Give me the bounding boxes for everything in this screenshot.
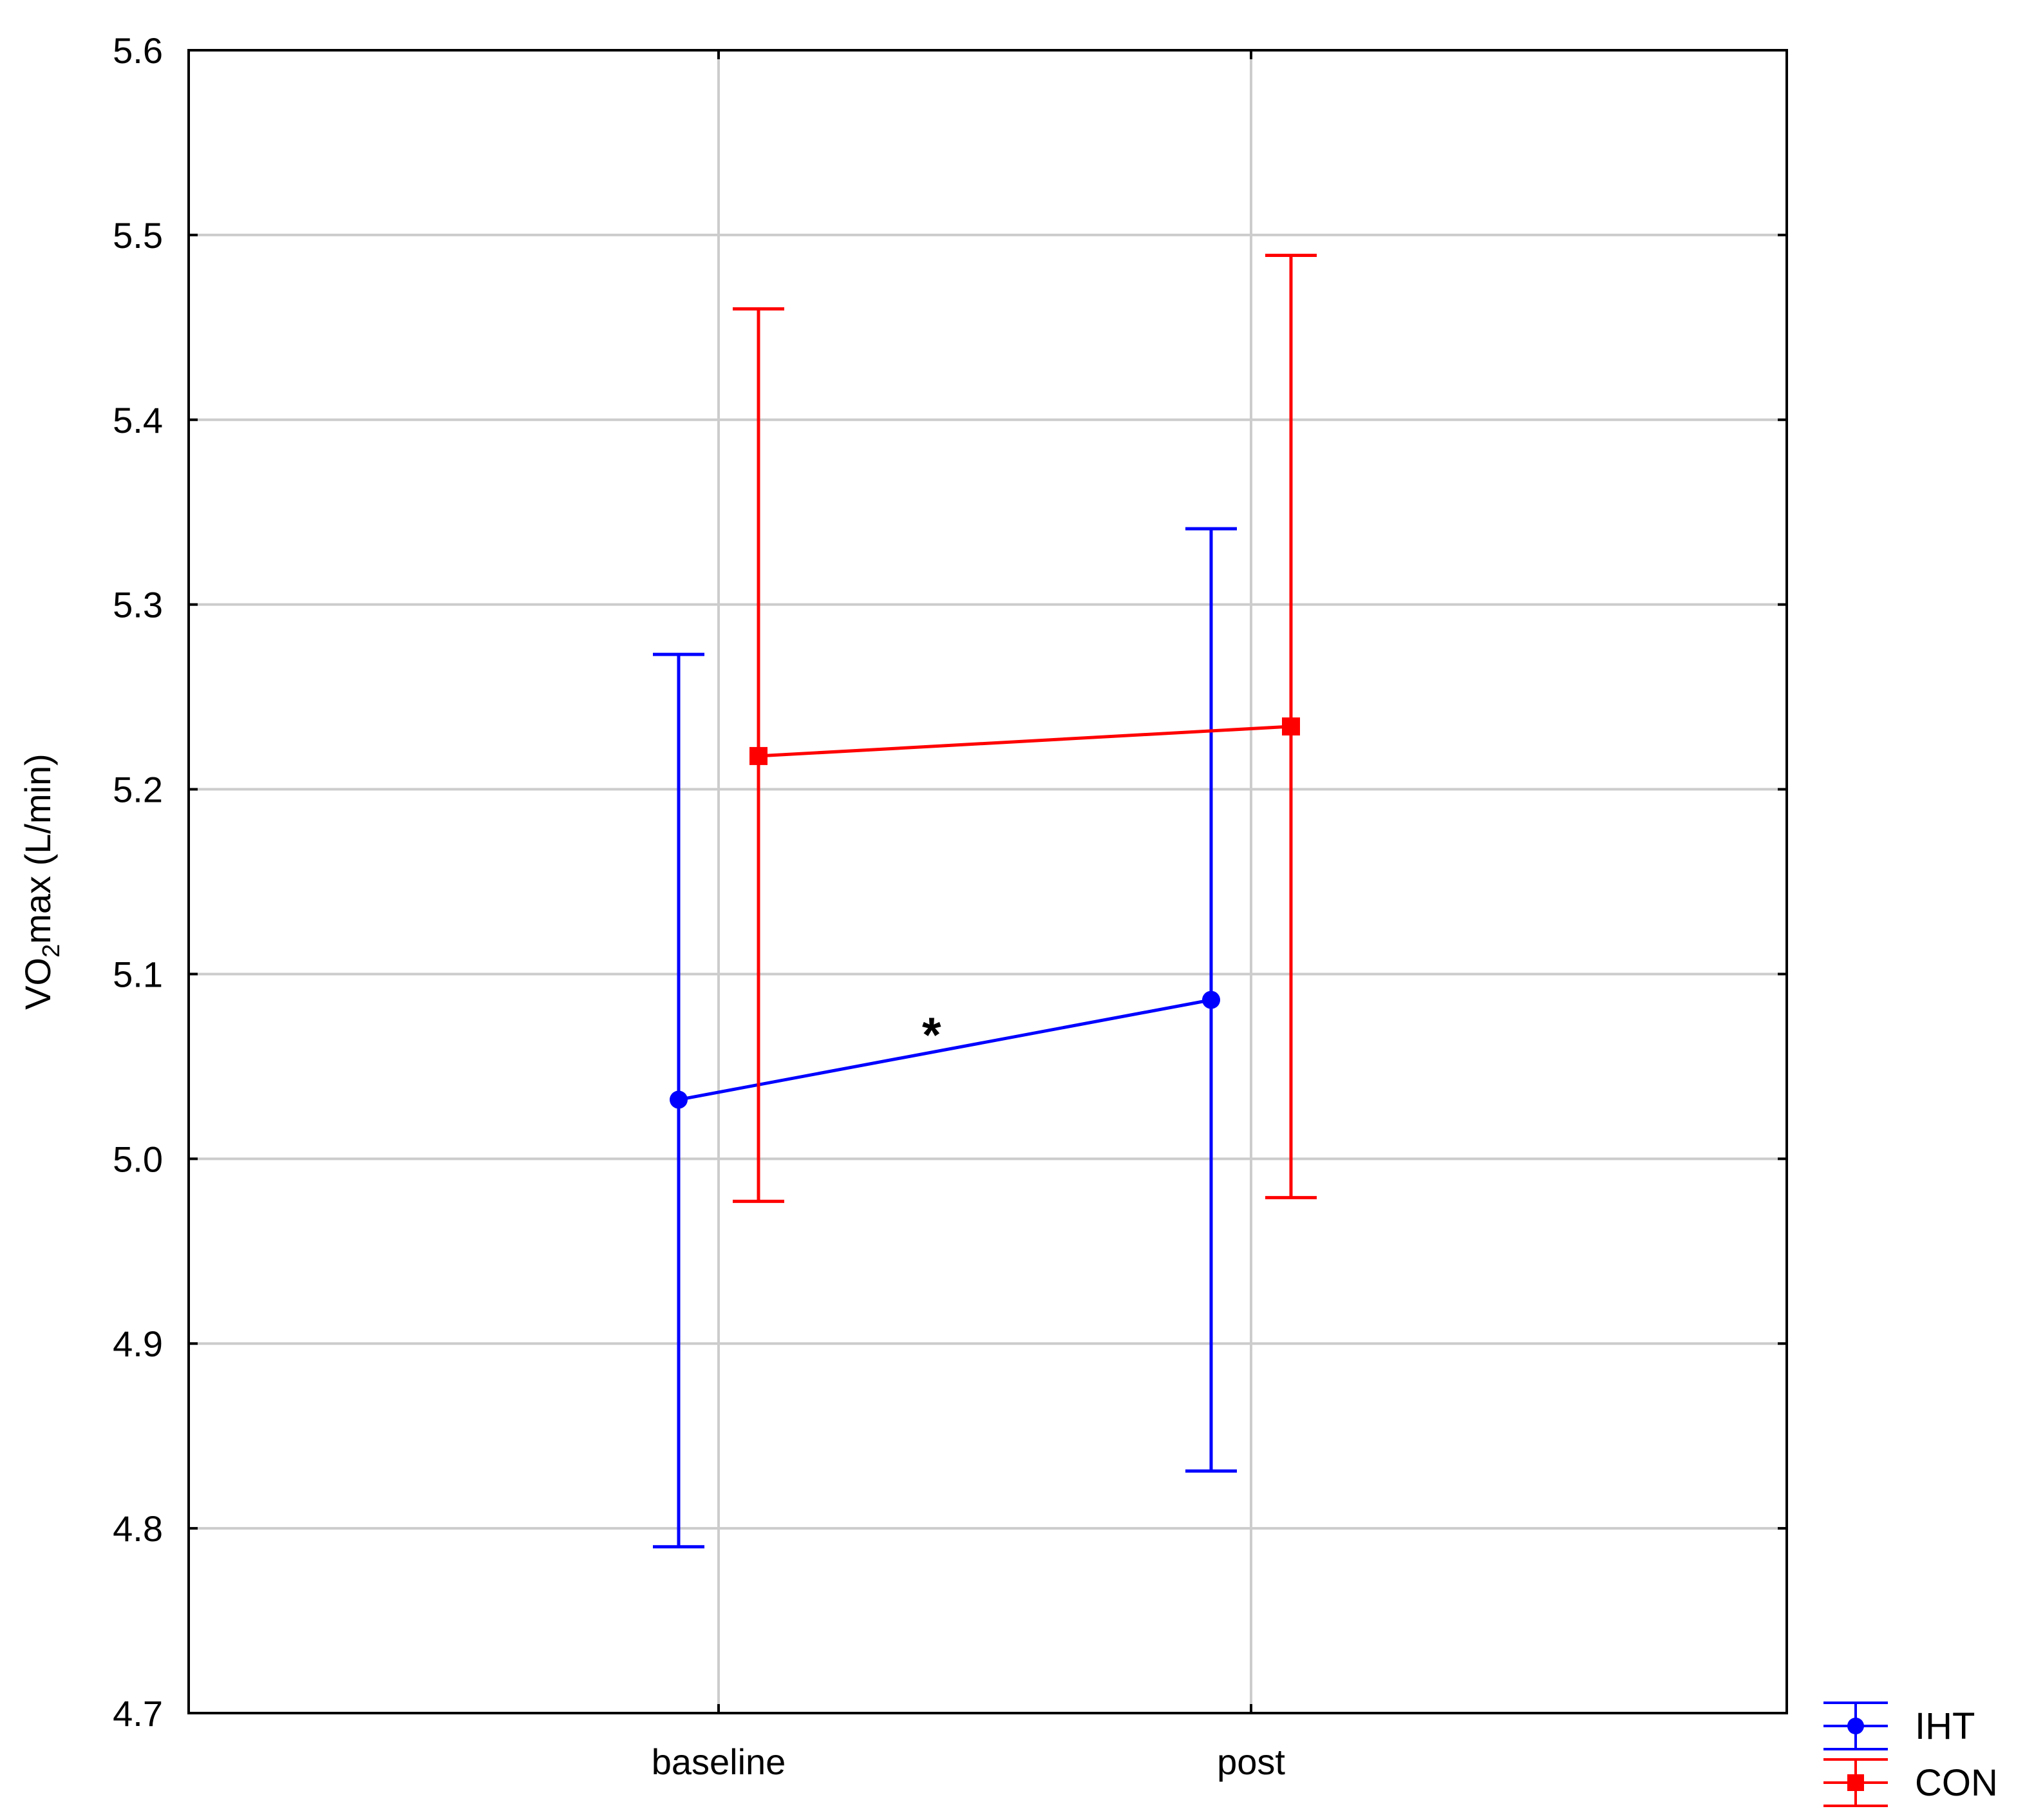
data-point	[749, 746, 768, 765]
series-line	[758, 725, 1292, 758]
y-tick-label: 5.5	[113, 215, 163, 256]
legend: IHT CON	[1823, 1702, 1998, 1807]
data-point	[1202, 991, 1220, 1009]
grid-lines	[189, 50, 1787, 1713]
series-con	[733, 253, 1317, 1203]
annotations: *	[922, 1008, 941, 1063]
series-layer	[653, 253, 1317, 1549]
x-axis: baseline post	[652, 50, 1285, 1782]
data-point	[670, 1090, 688, 1109]
legend-label: CON	[1915, 1762, 1998, 1804]
legend-label: IHT	[1915, 1705, 1975, 1747]
y-tick-label: 5.6	[113, 30, 163, 71]
legend-item-iht: IHT	[1823, 1702, 1975, 1750]
y-tick-label: 4.7	[113, 1693, 163, 1734]
y-tick-label: 5.4	[113, 400, 163, 441]
y-axis-label: VO2max (L/min)	[17, 754, 65, 1010]
y-axis: 4.7 4.8 4.9 5.0 5.1 5.2 5.3 5.4 5.5 5.6	[113, 30, 1787, 1734]
x-tick-label: post	[1217, 1741, 1285, 1782]
data-point	[1282, 717, 1300, 736]
y-tick-label: 4.8	[113, 1508, 163, 1549]
y-tick-label: 5.2	[113, 770, 163, 810]
y-tick-label: 4.9	[113, 1323, 163, 1364]
series-line	[678, 998, 1212, 1101]
legend-marker	[1847, 1718, 1864, 1734]
y-tick-label: 5.3	[113, 585, 163, 625]
series-iht	[653, 527, 1237, 1549]
y-tick-label: 5.0	[113, 1139, 163, 1179]
plot-area-frame	[187, 49, 1788, 1714]
y-tick-label: 5.1	[113, 954, 163, 994]
legend-item-con: CON	[1823, 1758, 1998, 1807]
legend-marker	[1847, 1774, 1864, 1791]
significance-asterisk: *	[922, 1008, 941, 1063]
x-tick-label: baseline	[652, 1741, 786, 1782]
